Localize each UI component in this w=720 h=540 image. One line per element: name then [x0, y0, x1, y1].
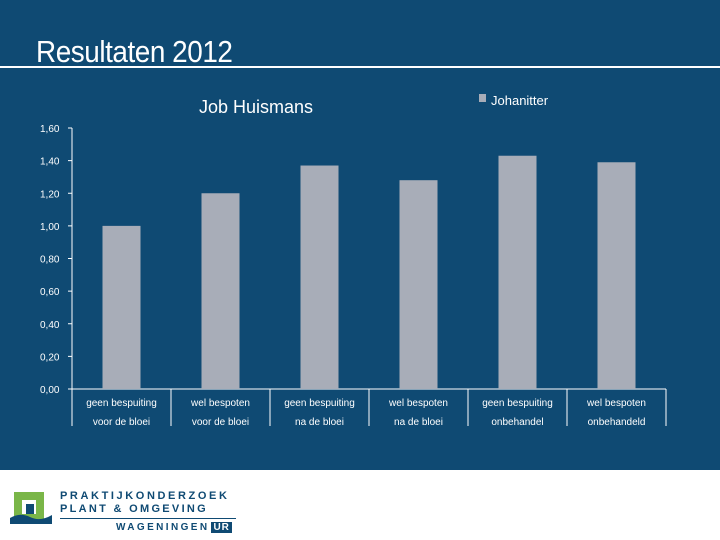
bar [102, 225, 141, 389]
x-tick-label: voor de bloei [192, 417, 249, 428]
y-tick-label: 1,20 [40, 189, 60, 200]
y-tick-label: 1,40 [40, 157, 60, 168]
x-tick-label: onbehandeld [588, 417, 646, 428]
bar [597, 162, 636, 389]
x-tick-label: onbehandel [491, 417, 543, 428]
logo-divider [60, 518, 236, 519]
logo-org-text: WAGENINGEN [116, 522, 210, 533]
legend-swatch [479, 94, 486, 102]
chart-title: Job Huismans [199, 97, 313, 117]
x-tick-label: wel bespoten [388, 398, 448, 409]
title-divider [0, 66, 720, 68]
bar [201, 193, 240, 389]
x-tick-label: voor de bloei [93, 417, 150, 428]
bar-chart: Job Huismans Johanitter 0,00 0,20 0,40 0,60… [40, 93, 667, 428]
y-tick-label: 1,00 [40, 222, 60, 233]
y-tick-label: 0,00 [40, 385, 60, 396]
x-tick-label: geen bespuiting [284, 398, 355, 409]
y-tick-label: 0,20 [40, 352, 60, 363]
y-tick-label: 0,60 [40, 287, 60, 298]
x-tick-label: wel bespoten [586, 398, 646, 409]
bar [399, 180, 438, 389]
bar [300, 165, 339, 389]
x-axis-ticks: geen bespuiting voor de bloei wel bespoten… [71, 389, 667, 428]
x-tick-label: wel bespoten [190, 398, 250, 409]
logo-text-line2: PLANT & OMGEVING [60, 503, 209, 515]
logo-organisation: WAGENINGEN UR [116, 522, 232, 533]
y-tick-label: 0,80 [40, 255, 60, 266]
legend-label: Johanitter [491, 93, 549, 108]
chart-legend: Johanitter [479, 93, 549, 108]
x-tick-label: geen bespuiting [482, 398, 553, 409]
x-tick-label: na de bloei [394, 417, 443, 428]
footer: PRAKTIJKONDERZOEK PLANT & OMGEVING WAGEN… [0, 470, 720, 540]
slide-title: Resultaten 2012 [36, 34, 233, 69]
x-tick-label: geen bespuiting [86, 398, 157, 409]
y-tick-label: 1,60 [40, 124, 60, 135]
y-tick-label: 0,40 [40, 320, 60, 331]
bar [498, 155, 537, 389]
logo-ur-badge: UR [211, 522, 232, 533]
y-axis-ticks: 0,00 0,20 0,40 0,60 0,80 1,00 1,20 1,40 1,60 [40, 124, 72, 396]
chart-bars [102, 155, 636, 389]
x-tick-label: na de bloei [295, 417, 344, 428]
chart-axes [71, 128, 666, 390]
ppo-logo-icon [10, 492, 52, 524]
logo-text-line1: PRAKTIJKONDERZOEK [60, 490, 230, 502]
